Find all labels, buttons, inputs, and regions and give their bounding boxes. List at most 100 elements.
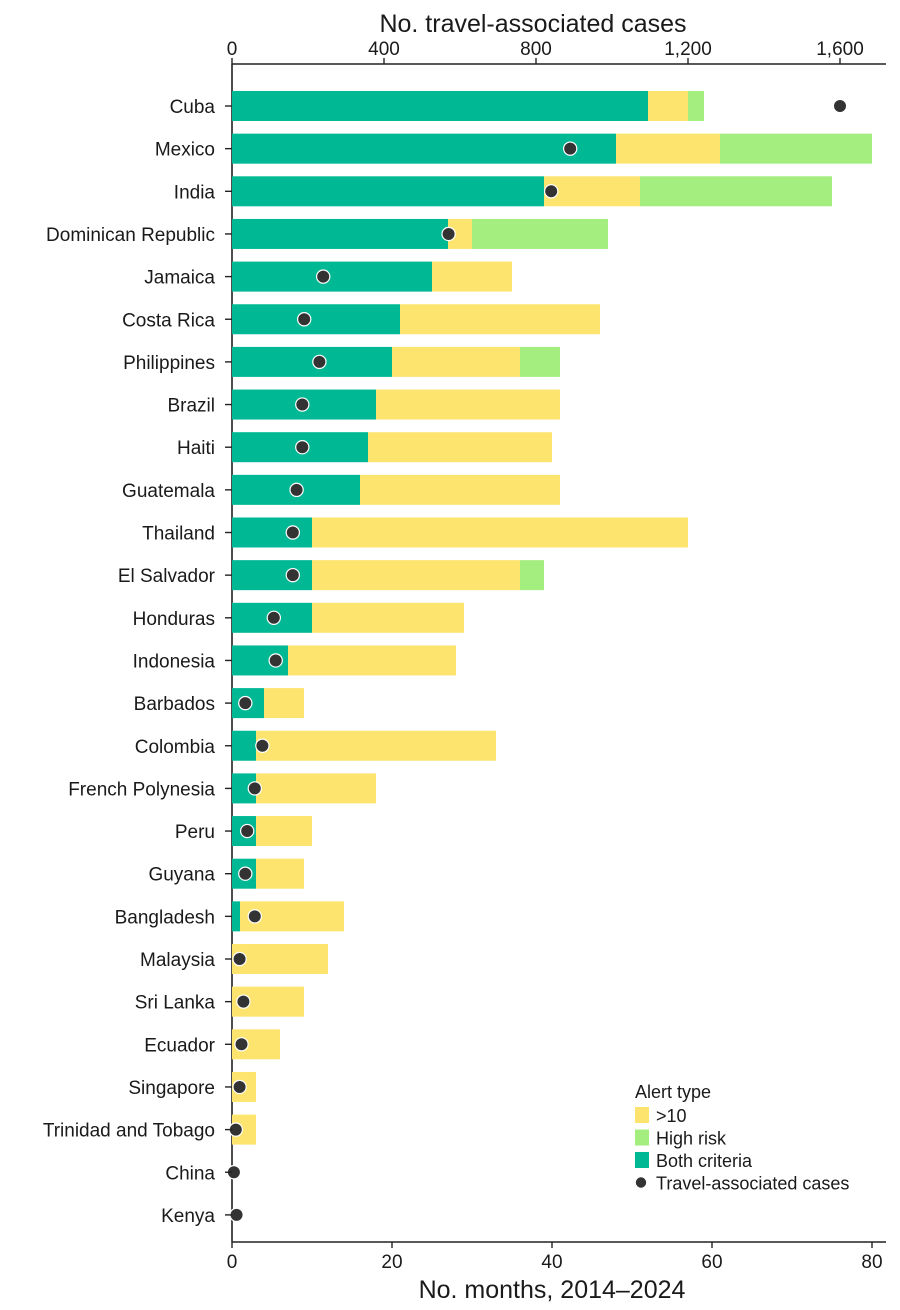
travel-case-dot <box>832 98 848 114</box>
country-label: Costa Rica <box>122 310 215 331</box>
bar-segment <box>312 560 520 591</box>
travel-case-dot <box>312 354 327 370</box>
legend-title: Alert type <box>635 1082 711 1102</box>
legend-swatch <box>635 1107 649 1123</box>
bar-segment <box>232 176 544 207</box>
bar-segment <box>256 858 304 889</box>
bar-segment <box>232 133 616 164</box>
travel-case-dot <box>238 866 253 881</box>
bar-segment <box>232 901 240 932</box>
bottom-tick-label: 80 <box>861 1252 882 1273</box>
bars <box>232 91 872 1145</box>
travel-case-dots <box>226 98 848 1223</box>
bar-segment <box>616 133 720 164</box>
country-label: Guyana <box>148 865 215 886</box>
country-label: Kenya <box>161 1206 215 1227</box>
top-axis: 0 400 800 1,200 1,600 <box>227 39 886 65</box>
country-label: Malaysia <box>140 950 215 971</box>
country-label: Sri Lanka <box>135 993 216 1014</box>
country-label: Honduras <box>133 609 215 630</box>
bar-segment <box>232 91 648 121</box>
bar-segment <box>256 773 376 804</box>
legend-label: Both criteria <box>656 1151 753 1171</box>
bar-segment <box>232 730 256 761</box>
legend-label: >10 <box>656 1106 687 1126</box>
country-label: Ecuador <box>144 1035 215 1056</box>
travel-case-dot <box>285 525 300 540</box>
bar-segment <box>432 261 512 292</box>
bar-segment <box>400 304 600 335</box>
bar-segment <box>256 816 312 847</box>
country-label: Philippines <box>123 353 215 374</box>
top-tick-label: 400 <box>368 39 400 60</box>
country-label: French Polynesia <box>68 779 215 800</box>
travel-case-dot <box>266 610 281 626</box>
bar-segment <box>472 218 608 249</box>
bar-segment <box>232 517 312 548</box>
country-label: Cuba <box>170 97 216 118</box>
country-label: India <box>174 182 216 203</box>
bar-segment <box>368 432 552 463</box>
top-tick-label: 0 <box>227 39 238 60</box>
country-label: Jamaica <box>144 268 215 289</box>
top-tick-label: 1,200 <box>664 39 712 60</box>
bottom-tick-label: 60 <box>701 1252 722 1273</box>
bottom-axis-title: No. months, 2014–2024 <box>419 1276 686 1304</box>
bar-segment <box>544 176 640 207</box>
bar-segment <box>312 602 464 633</box>
country-label: Mexico <box>155 140 215 161</box>
country-label: Singapore <box>128 1078 215 1099</box>
bar-segment <box>232 346 392 377</box>
travel-case-dot <box>236 994 251 1009</box>
bar-segment <box>264 688 304 719</box>
travel-case-dot <box>239 823 255 839</box>
bar-segment <box>232 218 448 249</box>
travel-case-dot <box>289 482 304 498</box>
bar-segment <box>256 730 496 761</box>
bar-segment <box>288 645 456 676</box>
travel-case-dot <box>563 141 578 156</box>
bottom-tick-label: 40 <box>541 1252 562 1273</box>
bar-segment <box>640 176 832 207</box>
travel-case-dot <box>232 1079 247 1095</box>
travel-case-dot <box>232 951 247 967</box>
travel-case-dot <box>295 397 310 412</box>
bar-segment <box>232 944 328 974</box>
country-label: Brazil <box>167 396 215 417</box>
bar-segment <box>520 346 560 377</box>
country-label: Trinidad and Tobago <box>43 1121 215 1142</box>
bar-segment <box>720 133 872 164</box>
travel-case-dot <box>247 909 262 924</box>
country-label: Guatemala <box>122 481 215 502</box>
bottom-tick-label: 20 <box>381 1252 402 1273</box>
country-label: Thailand <box>142 524 215 545</box>
legend-label: Travel-associated cases <box>656 1174 849 1194</box>
country-label: Colombia <box>135 737 216 758</box>
country-label: Barbados <box>134 694 215 715</box>
country-label: Bangladesh <box>115 907 215 928</box>
travel-case-dot <box>285 567 300 583</box>
country-label: Haiti <box>177 438 215 459</box>
bar-segment <box>232 560 312 591</box>
travel-case-dot <box>295 440 310 455</box>
bar-segment <box>312 517 688 548</box>
country-label: Indonesia <box>133 651 216 672</box>
country-label: El Salvador <box>118 566 216 587</box>
country-label: China <box>165 1163 215 1184</box>
legend-swatch <box>635 1152 649 1168</box>
top-tick-label: 800 <box>520 39 552 60</box>
top-tick-label: 1,600 <box>816 39 864 60</box>
legend-swatch <box>635 1129 649 1146</box>
travel-case-dot <box>297 312 312 327</box>
top-axis-title: No. travel-associated cases <box>379 10 686 38</box>
travel-case-dot <box>255 738 270 753</box>
travel-case-dot <box>247 781 262 796</box>
bar-segment <box>688 91 704 121</box>
bar-segment <box>376 389 560 420</box>
bar-segment <box>392 346 520 377</box>
bottom-tick-label: 0 <box>227 1252 238 1273</box>
legend-marker <box>635 1177 647 1188</box>
travel-case-dot <box>441 226 456 242</box>
